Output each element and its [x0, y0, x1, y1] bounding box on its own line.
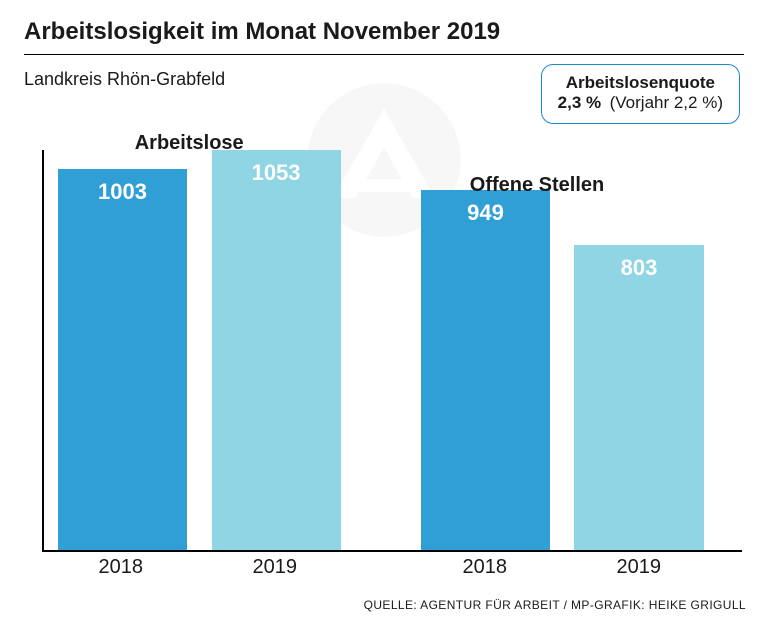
- x-label: 2019: [210, 556, 340, 579]
- quote-box: Arbeitslosenquote 2,3 % (Vorjahr 2,2 %): [541, 64, 740, 124]
- quote-value: 2,3 %: [558, 93, 601, 112]
- bar-2018-arbeitslose: 1003: [58, 169, 187, 550]
- plot-area: Arbeitslose Offene Stellen 1003 1053 949…: [42, 150, 742, 552]
- bar-value: 1053: [212, 160, 341, 186]
- x-label: 2018: [420, 556, 550, 579]
- group-label-arbeitslose: Arbeitslose: [135, 132, 244, 155]
- x-label: 2019: [574, 556, 704, 579]
- chart-title: Arbeitslosigkeit im Monat November 2019: [24, 18, 744, 55]
- x-axis-labels: 2018 2019 2018 2019: [42, 556, 742, 586]
- bar-value: 1003: [58, 179, 187, 205]
- bar-2019-offene-stellen: 803: [574, 245, 703, 550]
- source-credit: QUELLE: AGENTUR FÜR ARBEIT / MP-GRAFIK: …: [364, 598, 746, 612]
- bar-value: 803: [574, 255, 703, 281]
- bar-value: 949: [421, 200, 550, 226]
- chart-container: Arbeitslosigkeit im Monat November 2019 …: [0, 0, 768, 622]
- quote-prev: (Vorjahr 2,2 %): [610, 93, 723, 112]
- quote-box-line: 2,3 % (Vorjahr 2,2 %): [558, 93, 723, 113]
- x-label: 2018: [56, 556, 186, 579]
- bar-2019-arbeitslose: 1053: [212, 150, 341, 550]
- bar-2018-offene-stellen: 949: [421, 190, 550, 550]
- group-label-offene-stellen: Offene Stellen: [470, 174, 604, 197]
- quote-box-title: Arbeitslosenquote: [558, 73, 723, 93]
